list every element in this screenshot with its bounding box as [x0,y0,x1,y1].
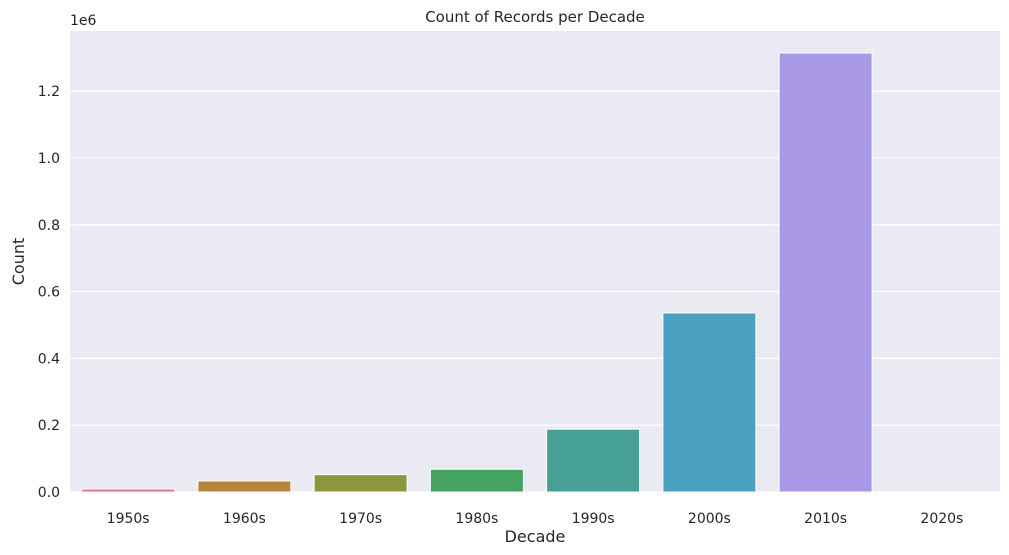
y-tick-label: 1.2 [38,84,60,100]
y-tick-label: 0.6 [38,285,60,301]
bar-2000s [662,312,757,493]
y-axis-offset-label: 1e6 [70,13,97,29]
bar-1980s [429,468,524,493]
x-tick-label: 2000s [688,511,731,527]
bar-1970s [313,474,408,493]
x-tick-label: 1950s [107,511,150,527]
bar-1990s [546,428,641,493]
x-tick-labels: 1950s 1960s 1970s 1980s 1990s 2000s 2010s 2020s [107,511,964,527]
y-tick-label: 0.2 [38,418,60,434]
chart-title: Count of Records per Decade [425,8,645,26]
bars [81,52,989,493]
bar-1960s [197,480,292,493]
bar-1950s [81,488,176,493]
x-tick-label: 2020s [920,511,963,527]
bar-2010s [778,52,873,493]
y-tick-label: 1.0 [38,151,60,167]
x-tick-label: 1970s [339,511,382,527]
y-axis-label: Count [9,238,28,286]
x-tick-label: 1960s [223,511,266,527]
y-tick-label: 0.0 [38,485,60,501]
y-tick-label: 0.8 [38,218,60,234]
x-tick-label: 1980s [455,511,498,527]
y-tick-label: 0.4 [38,351,60,367]
x-axis-label: Decade [505,527,566,546]
x-tick-label: 1990s [572,511,615,527]
y-tick-labels: 0.0 0.2 0.4 0.6 0.8 1.0 1.2 [38,84,60,501]
x-tick-label: 2010s [804,511,847,527]
